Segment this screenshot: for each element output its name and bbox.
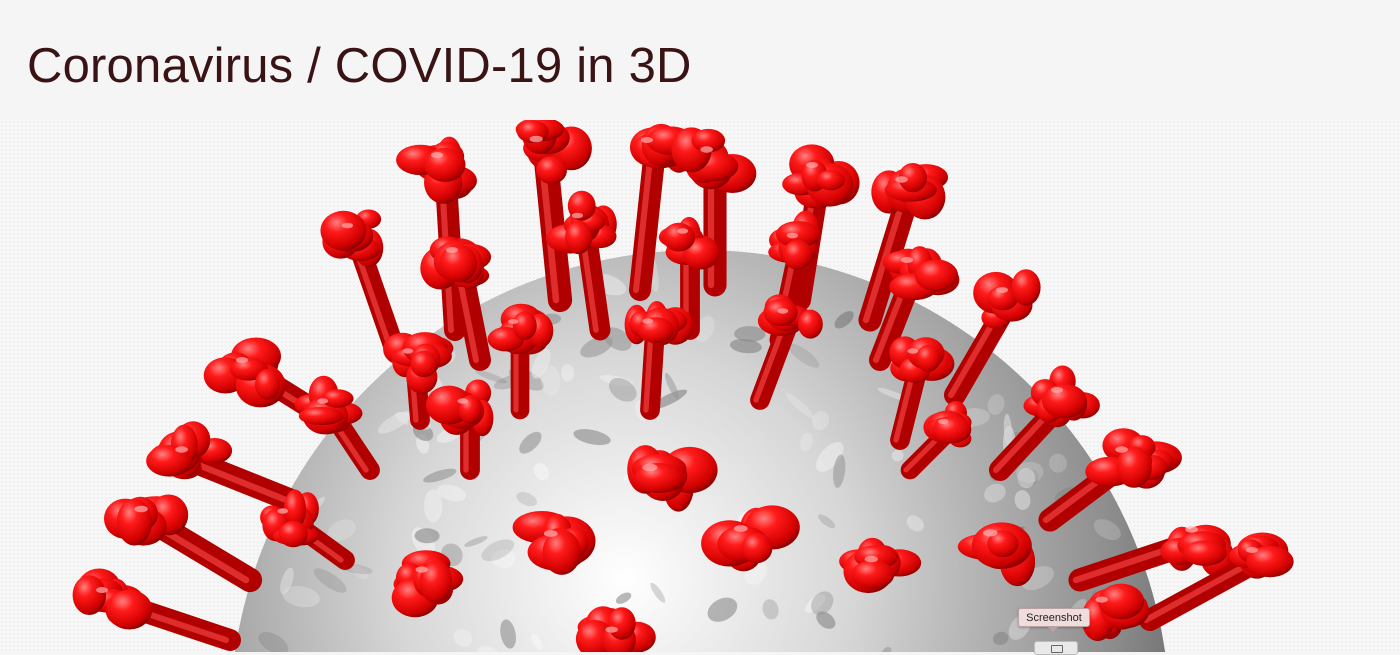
3d-viewer-canvas[interactable]	[0, 120, 1400, 652]
page-header: Coronavirus / COVID-19 in 3D	[0, 0, 1400, 120]
screenshot-button[interactable]	[1034, 641, 1078, 655]
spike-proteins	[72, 120, 1294, 652]
screenshot-tooltip: Screenshot	[1018, 608, 1090, 632]
page-title: Coronavirus / COVID-19 in 3D	[27, 39, 692, 93]
virus-model	[72, 120, 1294, 652]
